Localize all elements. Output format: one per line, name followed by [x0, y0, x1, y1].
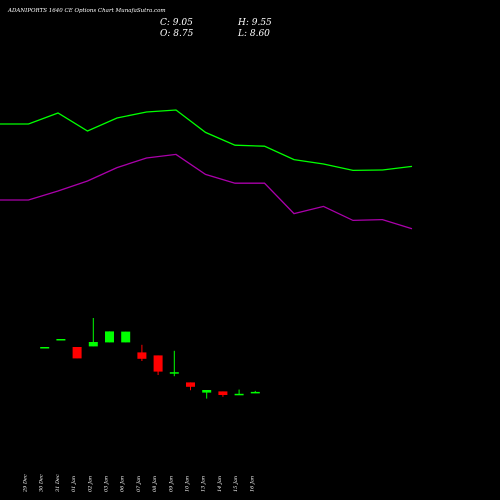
candle-body: [121, 331, 131, 343]
candle-15-jan: [234, 389, 244, 396]
x-tick-label: 13 Jan: [201, 476, 207, 492]
candle-02-jan: [88, 318, 98, 347]
x-tick-label: 10 Jan: [185, 476, 191, 492]
high-value: H: 9.55: [238, 18, 272, 28]
candle-body: [234, 393, 244, 396]
candle-10-jan: [186, 382, 195, 391]
candle-body: [186, 382, 195, 387]
candle-07-jan: [137, 344, 147, 361]
candle-body: [72, 347, 82, 359]
x-tick-label: 31 Dec: [55, 474, 61, 492]
close-value: C: 9.05: [160, 18, 193, 28]
candle-body: [56, 339, 66, 341]
lower-band-line-group: [0, 153, 413, 230]
x-tick-label: 01 Jan: [71, 476, 77, 492]
x-tick-label: 15 Jan: [233, 476, 239, 492]
candle-body: [40, 347, 50, 349]
candle-body: [88, 342, 98, 347]
x-tick-label: 08 Jan: [152, 476, 158, 492]
candles-group: [40, 318, 260, 399]
candle-08-jan: [153, 355, 163, 375]
x-tick-label: 30 Dec: [39, 474, 45, 492]
candle-13-jan: [202, 390, 212, 399]
candle-03-jan: [105, 331, 114, 343]
candle-body: [137, 352, 147, 359]
candle-31-dec: [56, 339, 66, 341]
x-tick-label: 03 Jan: [104, 476, 110, 492]
x-tick-label: 14 Jan: [217, 476, 223, 492]
x-tick-label: 29 Dec: [23, 474, 29, 493]
candle-06-jan: [121, 331, 131, 343]
candle-16-jan: [250, 390, 260, 394]
candle-30-dec: [40, 347, 50, 349]
candle-body: [105, 331, 114, 343]
x-tick-label: 02 Jan: [87, 476, 93, 492]
candle-14-jan: [218, 391, 228, 397]
candle-body: [153, 355, 163, 372]
x-tick-label: 16 Jan: [249, 476, 255, 492]
candle-body: [218, 391, 228, 395]
x-tick-label: 07 Jan: [136, 476, 142, 492]
candle-01-jan: [72, 347, 82, 359]
upper-band-line: [0, 109, 413, 172]
chart-title: ADANIPORTS 1640 CE Options Chart MunafaS…: [8, 8, 166, 14]
open-value: O: 8.75: [160, 29, 194, 39]
candle-body: [169, 372, 179, 374]
upper-band-line-group: [0, 109, 413, 172]
x-tick-label: 09 Jan: [168, 476, 174, 492]
x-tick-label: 06 Jan: [120, 476, 126, 492]
candle-09-jan: [169, 350, 179, 377]
candle-body: [250, 391, 260, 394]
x-axis-tick-labels: 29 Dec 30 Dec 31 Dec 01 Jan 02 Jan 03 Jan 06 J…: [23, 474, 256, 493]
candle-body: [202, 390, 212, 393]
lower-band-line: [0, 153, 413, 230]
low-value: L: 8.60: [238, 29, 270, 39]
